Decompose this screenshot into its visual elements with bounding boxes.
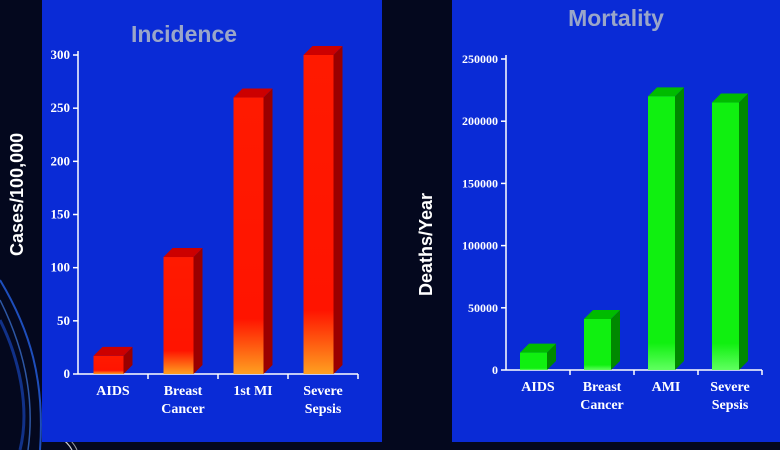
incidence-bar: [163, 248, 203, 374]
mortality-category-label: Breast: [583, 380, 622, 395]
mortality-bar-front: [648, 96, 675, 370]
incidence-bar-side: [123, 346, 133, 374]
mortality-category-label: AMI: [652, 380, 681, 395]
mortality-bar: [712, 93, 748, 370]
mortality-y-tick-label: 50000: [468, 301, 498, 315]
incidence-bar: [303, 46, 343, 374]
mortality-y-tick-label: 100000: [462, 239, 498, 253]
incidence-bar-front: [163, 257, 194, 374]
incidence-bar: [233, 88, 273, 375]
mortality-category-label: Severe: [710, 380, 749, 395]
incidence-bar-top: [233, 88, 273, 98]
mortality-bar: [520, 343, 556, 370]
mortality-category-label: AIDS: [521, 380, 555, 395]
incidence-bar-side: [263, 88, 273, 375]
mortality-category-label: Sepsis: [712, 398, 749, 413]
mortality-bar-side: [739, 93, 748, 370]
incidence-bar-front: [93, 355, 124, 374]
mortality-y-tick-label: 150000: [462, 176, 498, 190]
incidence-chart-title: Incidence: [130, 21, 238, 47]
incidence-bar-top: [93, 346, 133, 356]
incidence-bar-side: [333, 46, 343, 374]
incidence-category-label: Breast: [164, 384, 203, 399]
incidence-bar: [93, 346, 133, 374]
mortality-bar-front: [712, 102, 739, 370]
mortality-category-label: Cancer: [580, 398, 624, 413]
mortality-bar-top: [648, 87, 684, 97]
incidence-bar-front: [233, 97, 264, 375]
incidence-y-tick-label: 50: [57, 313, 70, 328]
incidence-y-tick-label: 200: [51, 153, 71, 168]
incidence-category-label: Cancer: [161, 402, 205, 417]
incidence-category-label: 1st MI: [233, 384, 272, 399]
incidence-category-label: AIDS: [96, 384, 130, 399]
mortality-bar-side: [675, 87, 684, 370]
incidence-y-tick-label: 150: [51, 207, 71, 222]
incidence-category-label: Severe: [303, 384, 342, 399]
incidence-y-tick-label: 300: [51, 47, 71, 62]
incidence-y-tick-label: 250: [51, 100, 71, 115]
mortality-bar: [584, 309, 620, 370]
mortality-bar-top: [584, 309, 620, 319]
incidence-bar-front: [303, 55, 334, 374]
mortality-bar-side: [547, 343, 556, 370]
mortality-bar-side: [611, 309, 620, 370]
incidence-bar-top: [163, 248, 203, 258]
mortality-bar-top: [520, 343, 556, 353]
mortality-y-tick-label: 0: [492, 363, 498, 377]
incidence-bar-side: [193, 248, 203, 374]
mortality-bar-top: [712, 93, 748, 103]
incidence-bar-top: [303, 46, 343, 55]
incidence-y-tick-label: 0: [64, 366, 71, 381]
mortality-bar-front: [520, 352, 547, 370]
mortality-bar-front: [584, 318, 611, 370]
mortality-y-tick-label: 200000: [462, 114, 498, 128]
mortality-chart-title: Mortality: [568, 5, 664, 31]
incidence-y-tick-label: 100: [51, 260, 71, 275]
mortality-bar: [648, 87, 684, 370]
mortality-y-tick-label: 250000: [462, 52, 498, 66]
incidence-category-label: Sepsis: [305, 402, 342, 417]
